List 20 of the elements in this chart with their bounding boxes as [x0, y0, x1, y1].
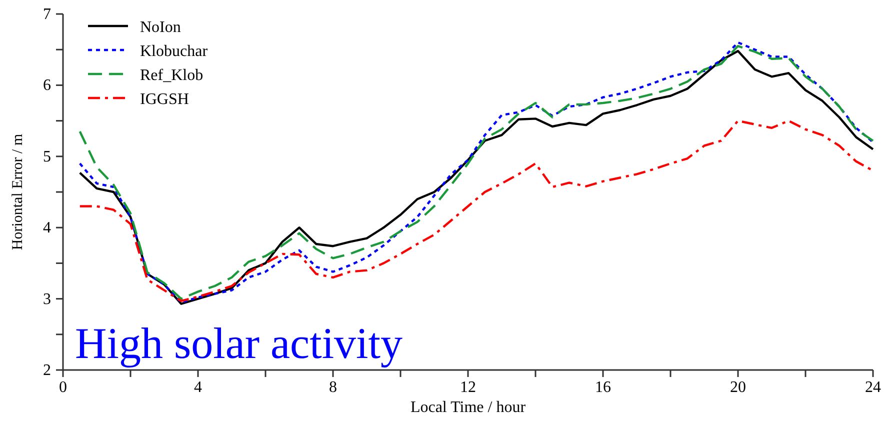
legend-label: NoIon: [140, 19, 181, 36]
x-tick-label: 20: [730, 379, 746, 396]
legend-label: Ref_Klob: [140, 67, 204, 84]
y-tick-label: 3: [43, 290, 51, 308]
y-tick-label: 2: [43, 362, 51, 379]
x-tick-label: 4: [194, 379, 202, 396]
x-tick-label: 12: [460, 379, 476, 396]
x-tick-label: 16: [595, 379, 611, 396]
y-tick-label: 6: [43, 77, 51, 94]
x-axis-title: Local Time / hour: [410, 399, 526, 416]
x-tick-label: 0: [59, 379, 67, 396]
annotation: High solar activity: [75, 319, 402, 368]
y-tick-label: 5: [43, 148, 51, 166]
legend-label: IGGSH: [140, 91, 190, 108]
y-axis-title: Horiontal Error / m: [10, 134, 26, 250]
y-tick-label: 4: [43, 220, 51, 237]
x-tick-label: 8: [329, 379, 337, 396]
x-tick-label: 24: [865, 379, 881, 396]
legend-label: Klobuchar: [140, 43, 208, 60]
y-tick-label: 7: [43, 6, 51, 23]
